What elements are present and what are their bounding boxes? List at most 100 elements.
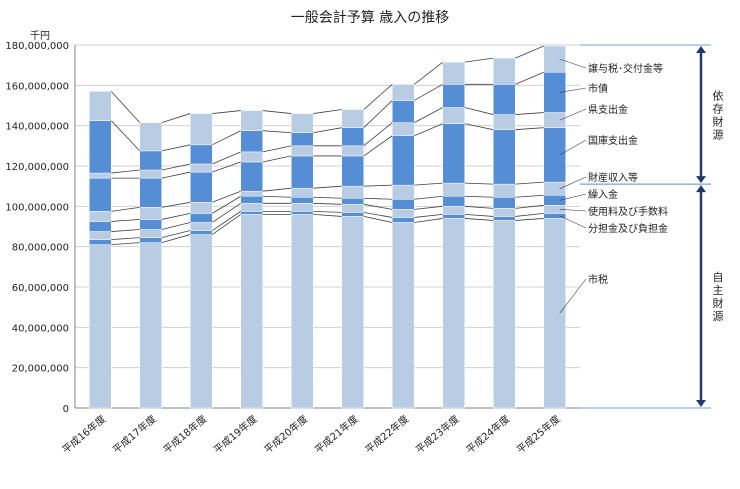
bar-segment [89, 239, 112, 245]
series-label: 使用料及び手数料 [588, 205, 668, 218]
connector-line [161, 222, 191, 230]
bar-segment [291, 211, 314, 215]
connector-line [161, 144, 191, 152]
bar-segment [190, 230, 213, 235]
connector-line [363, 216, 393, 223]
series-label: 国庫支出金 [588, 134, 638, 147]
bar-segment [190, 213, 213, 223]
bar-segment [442, 206, 465, 215]
connector-line [111, 219, 140, 222]
bar-segment [139, 219, 162, 230]
connector-line [414, 214, 443, 218]
connector-line [515, 71, 544, 85]
y-tick-label: 40,000,000 [12, 323, 69, 334]
bar-segment [291, 145, 314, 157]
connector-line [515, 204, 544, 209]
bar-segment [543, 194, 566, 206]
bar-segment [392, 209, 415, 218]
bar-segment [392, 199, 415, 210]
bar-segment [392, 135, 415, 186]
connector-line [111, 169, 140, 174]
bar-segment [240, 196, 263, 204]
connector-line [212, 202, 241, 223]
bar-segment [341, 185, 364, 199]
connector-line [262, 110, 292, 114]
bar-segment [341, 127, 364, 147]
connector-line [363, 84, 393, 110]
connector-line [464, 182, 494, 185]
y-tick-label: 20,000,000 [12, 364, 69, 375]
bar-segment [240, 110, 263, 131]
series-label: 市債 [588, 82, 608, 95]
bar-segment [139, 229, 162, 238]
connector-line [313, 185, 342, 189]
connector-line [212, 161, 241, 173]
bar-segment [442, 218, 465, 409]
connector-line [464, 214, 494, 217]
series-labels: 譲与税･交付金等市債県支出金国庫支出金財産収入等繰入金使用料及び手数料分担金及び… [559, 58, 668, 314]
connector-line [414, 123, 443, 137]
label-leader-line [559, 176, 587, 189]
bar-segment [341, 212, 364, 217]
series-label: 県支出金 [588, 103, 628, 116]
connector-line [414, 205, 443, 210]
group-label: 依存財源 [713, 90, 724, 142]
y-tick-label: 140,000,000 [5, 122, 69, 133]
x-tick-label: 平成20年度 [261, 412, 310, 456]
bar-segment [89, 172, 112, 179]
bar-segment [543, 181, 566, 196]
connector-line [515, 218, 544, 221]
bar-segment [341, 204, 364, 213]
bar-segment [543, 218, 566, 409]
label-leader-line [559, 209, 587, 212]
connector-line [262, 187, 292, 192]
connector-line [111, 229, 140, 232]
bar-segment [240, 130, 263, 153]
bar-segment [543, 127, 566, 183]
x-tick-label: 平成24年度 [463, 412, 512, 456]
connector-line [363, 203, 393, 210]
connector-line [464, 205, 494, 209]
group-arrow-head-up [696, 185, 706, 193]
connector-line [414, 107, 443, 123]
bar-segment [442, 196, 465, 207]
y-tick-label: 160,000,000 [5, 81, 69, 92]
connector-line [262, 145, 292, 153]
bar-segment [493, 216, 516, 221]
bar-segment [240, 190, 263, 197]
connector-line [313, 127, 342, 134]
x-tick-label: 平成25年度 [514, 412, 563, 456]
bar-segment [291, 187, 314, 198]
connector-line [262, 195, 292, 198]
connector-line [212, 195, 241, 214]
connector-line [414, 195, 443, 200]
bar-segment [240, 214, 263, 409]
connector-line [212, 214, 241, 235]
connector-line [161, 113, 191, 124]
chart-title: 一般会計予算 歳入の推移 [291, 10, 449, 26]
connector-line [161, 201, 191, 208]
group-arrow-head-up [696, 46, 706, 53]
connector-line [212, 130, 241, 146]
bar-segment [341, 145, 364, 157]
bar-segment [493, 57, 516, 85]
connector-line [363, 100, 393, 128]
bar-segment [89, 244, 112, 409]
bar-segment [89, 211, 112, 222]
bar-segment [190, 144, 213, 165]
bar-segment [493, 129, 516, 185]
bar-segment [493, 208, 516, 217]
y-tick-label: 80,000,000 [12, 243, 69, 254]
connector-line [110, 91, 141, 123]
bar-segment [89, 231, 112, 240]
connector-line [313, 202, 342, 205]
bar-segment [89, 177, 112, 212]
connector-line [111, 242, 140, 246]
y-tick-label: 60,000,000 [12, 283, 69, 294]
connector-line [515, 45, 544, 59]
bar-segment [190, 202, 213, 214]
connector-line [212, 190, 241, 203]
bar-segment [392, 184, 415, 200]
bar-segment [240, 211, 263, 215]
bar-segment [341, 198, 364, 205]
